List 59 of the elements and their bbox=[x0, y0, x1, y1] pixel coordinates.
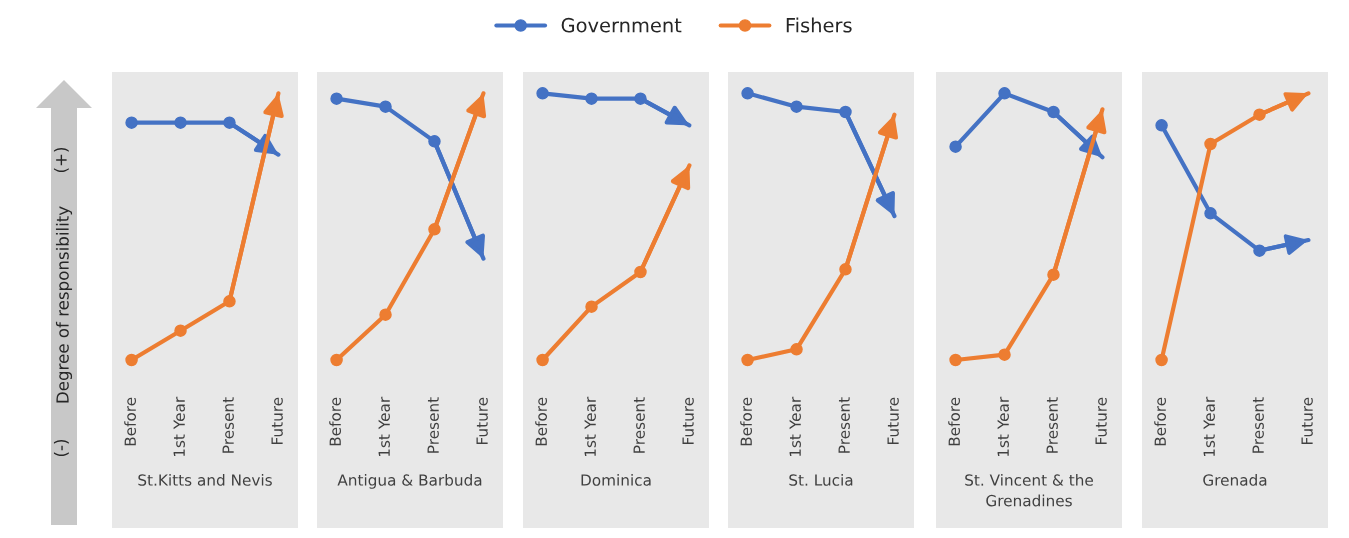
text: (-) bbox=[53, 439, 69, 457]
x-tick-label: Present bbox=[222, 397, 234, 453]
legend-label: Government bbox=[561, 17, 682, 33]
point bbox=[1204, 137, 1217, 151]
point bbox=[585, 300, 598, 313]
x-tick-label: Future bbox=[682, 397, 694, 444]
x-tick-label: Present bbox=[633, 397, 645, 453]
point bbox=[125, 353, 138, 367]
point bbox=[998, 348, 1011, 361]
legend-label: Fishers bbox=[786, 17, 852, 33]
point bbox=[536, 353, 549, 367]
point bbox=[1204, 207, 1217, 220]
point bbox=[949, 140, 962, 153]
x-tick-label: Before bbox=[535, 397, 548, 446]
x-tick-label: Before bbox=[1154, 397, 1167, 446]
x-tick-label: 1st Year bbox=[378, 396, 390, 457]
x-tick-label: Present bbox=[838, 397, 850, 453]
x-tick-label: Future bbox=[1301, 397, 1313, 444]
point bbox=[585, 92, 598, 105]
point bbox=[741, 87, 754, 100]
point bbox=[330, 92, 343, 105]
x-tick-label: 1st Year bbox=[1203, 396, 1215, 457]
x-tick-label: 1st Year bbox=[789, 396, 801, 457]
x-tick-label: Present bbox=[1046, 397, 1058, 453]
x-tick-label: Before bbox=[948, 397, 961, 446]
point bbox=[379, 100, 392, 113]
x-tick-label: Future bbox=[1095, 397, 1107, 444]
point bbox=[536, 87, 549, 100]
text: St. Lucia bbox=[789, 474, 853, 486]
point bbox=[125, 116, 138, 129]
point bbox=[998, 87, 1011, 100]
point bbox=[174, 116, 187, 129]
point bbox=[790, 343, 803, 356]
x-tick-label: Before bbox=[329, 397, 342, 446]
x-tick-label: Present bbox=[427, 397, 439, 453]
y-axis-title: Degree of responsibility bbox=[55, 206, 73, 403]
point bbox=[1155, 119, 1168, 132]
x-tick-label: 1st Year bbox=[584, 396, 596, 457]
point bbox=[1155, 353, 1168, 367]
x-tick-label: Future bbox=[887, 397, 899, 444]
point bbox=[330, 353, 343, 367]
point bbox=[174, 324, 187, 337]
text: Grenada bbox=[1203, 474, 1267, 486]
point bbox=[790, 100, 803, 113]
x-tick-label: Before bbox=[124, 397, 137, 446]
x-tick-label: Before bbox=[740, 397, 753, 446]
point bbox=[379, 308, 392, 321]
text: (+) bbox=[53, 147, 69, 173]
x-tick-label: 1st Year bbox=[997, 396, 1009, 457]
text: St. Vincent & the Grenadines bbox=[965, 474, 1093, 507]
point bbox=[741, 353, 754, 367]
x-tick-label: Present bbox=[1252, 397, 1264, 453]
text: St.Kitts and Nevis bbox=[138, 474, 272, 486]
text: Dominica bbox=[581, 474, 651, 486]
point bbox=[949, 353, 962, 367]
x-tick-label: 1st Year bbox=[173, 396, 185, 457]
text: Antigua & Barbuda bbox=[337, 474, 482, 489]
x-tick-label: Future bbox=[476, 397, 488, 444]
x-tick-label: Future bbox=[271, 397, 283, 444]
